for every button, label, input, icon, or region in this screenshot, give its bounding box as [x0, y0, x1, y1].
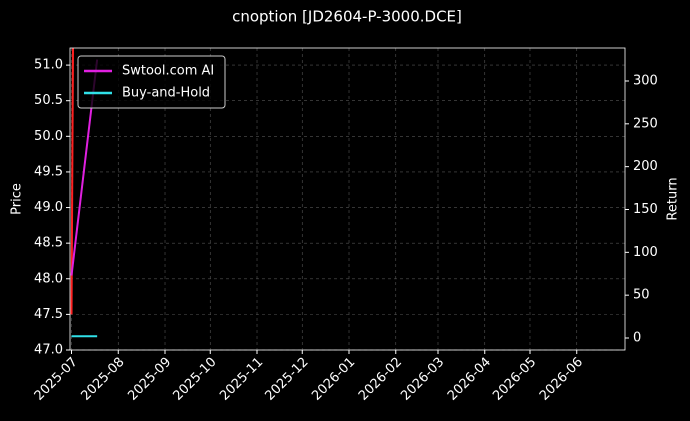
y2-tick-label: 200	[633, 159, 658, 174]
y2-tick-label: 300	[633, 73, 658, 88]
legend-label: Buy-and-Hold	[122, 86, 210, 101]
x-tick-label: 2026-01	[309, 355, 358, 404]
x-tick-label: 2025-08	[79, 355, 128, 404]
y-tick-label: 47.5	[34, 307, 63, 322]
x-tick-label: 2025-10	[171, 355, 220, 404]
y2-tick-label: 50	[633, 288, 650, 303]
x-tick-label: 2025-11	[217, 355, 266, 404]
y-tick-label: 49.0	[34, 200, 63, 215]
x-tick-label: 2026-05	[490, 355, 539, 404]
y-tick-label: 51.0	[34, 58, 63, 73]
y2-axis-label: Return	[666, 177, 681, 220]
y2-tick-label: 150	[633, 202, 658, 217]
y-tick-label: 48.5	[34, 236, 63, 251]
y-tick-label: 50.5	[34, 93, 63, 108]
x-tick-label: 2026-03	[398, 355, 447, 404]
y-tick-label: 49.5	[34, 164, 63, 179]
y2-tick-label: 100	[633, 245, 658, 260]
x-tick-label: 2025-09	[125, 355, 174, 404]
y2-tick-label: 250	[633, 116, 658, 131]
y2-tick-label: 0	[633, 331, 641, 346]
x-tick-label: 2026-06	[537, 355, 586, 404]
y-tick-label: 50.0	[34, 129, 63, 144]
x-tick-label: 2025-12	[263, 355, 312, 404]
legend-label: Swtool.com AI	[122, 64, 214, 79]
chart-title: cnoption [JD2604-P-3000.DCE]	[232, 8, 462, 26]
x-tick-label: 2026-04	[445, 355, 494, 404]
y-tick-label: 48.0	[34, 271, 63, 286]
y-axis-label: Price	[10, 183, 25, 215]
x-tick-label: 2026-02	[356, 355, 405, 404]
y-tick-label: 47.0	[34, 343, 63, 358]
plot-frame	[69, 47, 626, 351]
legend-box	[77, 55, 226, 109]
x-tick-label: 2025-07	[32, 355, 81, 404]
